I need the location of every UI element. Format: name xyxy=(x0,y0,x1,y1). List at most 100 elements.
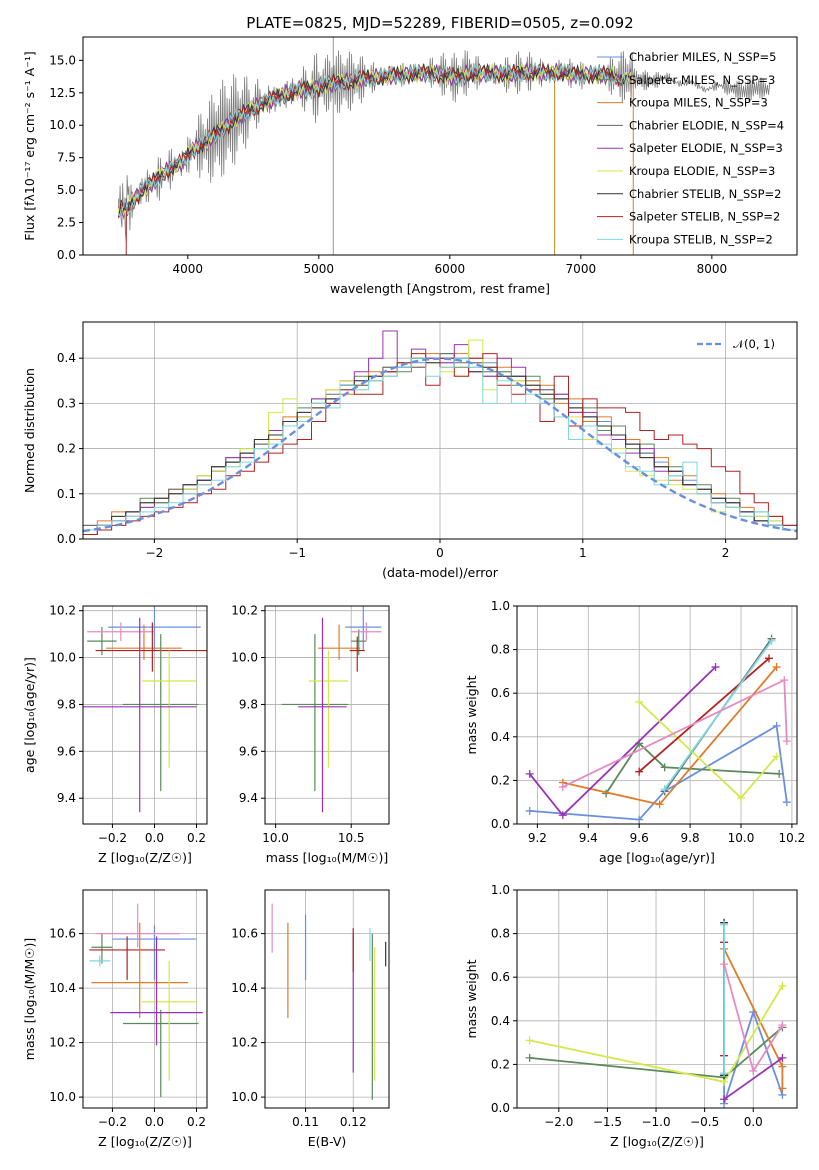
y-tick-label: 0.4 xyxy=(57,351,76,365)
axes-frame xyxy=(82,605,208,825)
histogram-steps xyxy=(83,357,797,539)
panel-6: 0.11 0.12 10.0 10.2 10.4 10.6 E(B-V) xyxy=(231,889,390,1149)
axes-frame xyxy=(264,605,390,825)
plus-marker xyxy=(778,1053,787,1062)
normal-pdf-curve xyxy=(83,357,797,533)
legend-label: Kroupa MILES, N_SSP=3 xyxy=(629,96,768,110)
panel-0: 4000 5000 6000 7000 8000 0.0 2.5 5.0 7.5 10.0 12.5… xyxy=(22,36,798,296)
y-tick-label: 1.0 xyxy=(491,599,510,613)
x-tick-label: 0.12 xyxy=(340,1115,367,1129)
x-tick-label: −2 xyxy=(146,546,164,560)
plus-marker xyxy=(778,1021,787,1030)
plot-area xyxy=(83,330,797,539)
x-axis-label: wavelength [Angstrom, rest frame] xyxy=(330,281,550,296)
y-tick-label: 9.8 xyxy=(57,697,76,711)
panel-5: −0.2 0.0 0.2 10.0 10.2 10.4 10.6 Z [log₁₀(Z/Z☉)… xyxy=(22,889,208,1149)
x-tick-label: −0.2 xyxy=(98,831,127,845)
y-tick-label: 0.0 xyxy=(491,1101,510,1115)
x-axis-label: E(B-V) xyxy=(308,1134,347,1149)
model-series-line xyxy=(118,62,632,218)
y-tick-label: 0.2 xyxy=(491,773,510,787)
panel-4: 9.2 9.4 9.6 9.8 10.0 10.2 0.0 0.2 0.4 0.6 0.8 1.0 ag… xyxy=(464,599,805,865)
y-tick-label: 7.5 xyxy=(57,151,76,165)
weight-series-line xyxy=(723,1057,783,1101)
plot-area xyxy=(89,903,203,1098)
y-tick-label: 10.4 xyxy=(49,981,76,995)
y-tick-label: 10.2 xyxy=(231,1036,258,1050)
x-tick-label: −1.0 xyxy=(641,1115,670,1129)
y-tick-label: 1.0 xyxy=(491,883,510,897)
y-axis-label: Normed distribution xyxy=(22,368,37,493)
plus-marker xyxy=(778,981,787,990)
x-tick-label: 9.4 xyxy=(579,831,598,845)
x-tick-label: 10.0 xyxy=(728,831,755,845)
histogram-steps xyxy=(83,357,797,539)
panels: 4000 5000 6000 7000 80000.02.55.07.510.012.5… xyxy=(22,36,805,1149)
y-tick-label: 0.6 xyxy=(491,970,510,984)
y-axis-label: Flux [fλ10⁻¹⁷ erg cm⁻² s⁻¹ A⁻¹] xyxy=(22,51,37,240)
y-tick-label: 10.4 xyxy=(231,981,258,995)
x-axis-label: Z [log₁₀(Z/Z☉)] xyxy=(610,1134,704,1149)
plus-marker xyxy=(635,815,644,824)
x-tick-label: 0.0 xyxy=(145,831,164,845)
y-tick-label: 5.0 xyxy=(57,183,76,197)
y-tick-label: 0.2 xyxy=(491,1057,510,1071)
x-tick-label: 10.0 xyxy=(262,831,289,845)
x-tick-label: 9.6 xyxy=(630,831,649,845)
plus-marker xyxy=(720,920,729,929)
x-tick-label: 0.11 xyxy=(292,1115,319,1129)
x-tick-label: 10.2 xyxy=(779,831,806,845)
plus-marker xyxy=(525,1053,534,1062)
plot-area xyxy=(525,918,787,1108)
y-tick-label: 9.4 xyxy=(239,791,258,805)
spectrum-legend: Chabrier MILES, N_SSP=5 Salpeter MILES, N… xyxy=(597,50,784,246)
axes-frame xyxy=(516,889,798,1109)
y-tick-label: 10.0 xyxy=(231,1090,258,1104)
plus-marker xyxy=(778,1084,787,1093)
legend-normal-label: 𝒩(0, 1) xyxy=(733,337,775,351)
axes-frame xyxy=(82,889,208,1109)
x-tick-label: 0.2 xyxy=(187,1115,206,1129)
plus-marker xyxy=(765,654,773,663)
y-tick-label: 10.0 xyxy=(49,118,76,132)
y-tick-label: 0.4 xyxy=(491,1014,510,1028)
y-tick-label: 15.0 xyxy=(49,53,76,67)
y-tick-label: 0.0 xyxy=(491,817,510,831)
y-tick-label: 12.5 xyxy=(49,86,76,100)
plus-marker xyxy=(635,767,644,776)
x-tick-label: 2 xyxy=(722,546,730,560)
x-tick-label: 1 xyxy=(579,546,587,560)
model-series-line xyxy=(118,61,632,217)
x-tick-label: 8000 xyxy=(697,262,728,276)
plus-marker xyxy=(635,697,644,706)
x-axis-label: (data-model)/error xyxy=(382,565,499,580)
y-tick-label: 10.6 xyxy=(49,927,76,941)
x-tick-label: −0.5 xyxy=(690,1115,719,1129)
axes-frame xyxy=(516,605,798,825)
x-tick-label: 0 xyxy=(436,546,444,560)
x-tick-label: −2.0 xyxy=(544,1115,573,1129)
plus-marker xyxy=(558,811,567,820)
y-tick-label: 10.2 xyxy=(49,1036,76,1050)
plot-area xyxy=(83,606,207,813)
plus-marker xyxy=(525,806,534,815)
y-tick-label: 10.0 xyxy=(49,651,76,665)
y-tick-label: 9.8 xyxy=(239,697,258,711)
legend-label: Kroupa STELIB, N_SSP=2 xyxy=(629,232,773,246)
histogram-legend: 𝒩(0, 1) xyxy=(697,337,775,351)
x-tick-label: 6000 xyxy=(435,262,466,276)
x-tick-label: −1.5 xyxy=(593,1115,622,1129)
x-tick-label: −0.2 xyxy=(98,1115,127,1129)
axes-frame xyxy=(264,889,390,1109)
y-tick-label: 0.1 xyxy=(57,487,76,501)
plus-marker xyxy=(772,721,781,730)
x-tick-label: 5000 xyxy=(304,262,335,276)
x-tick-label: 0.0 xyxy=(145,1115,164,1129)
y-tick-label: 2.5 xyxy=(57,216,76,230)
x-axis-label: age [log₁₀(age/yr)] xyxy=(599,850,715,865)
plot-area xyxy=(281,606,382,813)
x-tick-label: −1 xyxy=(288,546,306,560)
y-axis-label: mass [log₁₀(M/M☉)] xyxy=(22,938,37,1060)
weight-series-line xyxy=(605,741,780,794)
